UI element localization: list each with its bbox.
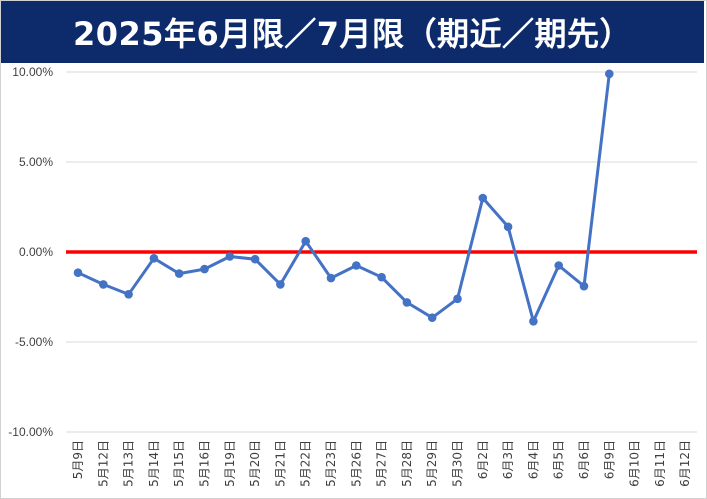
data-point: [503, 222, 513, 232]
data-point: [554, 261, 564, 270]
series-layer: [73, 69, 614, 326]
chart-title: 2025年6月限／7月限（期近／期先）: [72, 15, 633, 53]
x-tick-label: 6月9日: [602, 440, 616, 479]
data-point: [478, 193, 488, 203]
y-axis-tick-labels: 10.00% 5.00% 0.00% -5.00% -10.00%: [8, 65, 53, 439]
x-tick-label: 5月19日: [223, 440, 237, 487]
data-point: [174, 269, 184, 278]
x-tick-label: 5月23日: [324, 440, 338, 487]
x-tick-label: 5月22日: [299, 440, 313, 487]
data-point: [453, 294, 462, 304]
data-point: [99, 280, 108, 289]
data-point: [200, 264, 209, 274]
x-tick-label: 5月26日: [349, 440, 363, 487]
data-point: [225, 252, 235, 261]
data-point: [377, 272, 386, 282]
y-tick-label: -5.00%: [15, 335, 53, 349]
x-tick-label: 5月14日: [147, 440, 161, 487]
y-tick-label: 10.00%: [12, 65, 53, 79]
data-point: [124, 290, 133, 299]
data-point: [605, 69, 614, 79]
x-tick-label: 5月30日: [451, 440, 465, 487]
data-point: [427, 313, 437, 323]
x-tick-label: 5月27日: [375, 440, 389, 487]
y-tick-label: -10.00%: [8, 425, 53, 439]
x-tick-label: 5月29日: [425, 440, 439, 487]
x-tick-label: 6月2日: [476, 440, 490, 479]
x-tick-label: 5月16日: [198, 440, 212, 487]
x-tick-label: 5月9日: [71, 440, 85, 479]
x-tick-label: 6月11日: [653, 440, 667, 487]
y-tick-label: 5.00%: [19, 155, 53, 169]
title-bar: 2025年6月限／7月限（期近／期先）: [1, 1, 704, 63]
x-tick-label: 5月20日: [248, 440, 262, 487]
x-tick-label: 6月10日: [628, 440, 642, 487]
x-tick-label: 6月6日: [577, 440, 591, 479]
series-line: [76, 72, 611, 323]
x-tick-label: 6月12日: [678, 440, 692, 487]
x-tick-label: 5月15日: [172, 440, 186, 487]
x-tick-label: 5月28日: [400, 440, 414, 487]
x-tick-label: 6月5日: [552, 440, 566, 479]
x-tick-label: 6月4日: [526, 440, 540, 479]
y-tick-label: 0.00%: [19, 245, 53, 259]
data-point: [276, 280, 285, 289]
data-point: [149, 253, 159, 263]
x-tick-label: 5月21日: [273, 440, 287, 487]
data-point: [352, 261, 361, 270]
data-point: [326, 273, 336, 283]
data-point: [402, 298, 412, 307]
x-tick-label: 5月13日: [122, 440, 136, 487]
data-point: [250, 254, 260, 264]
data-point: [529, 317, 538, 326]
x-axis-tick-labels: 5月9日 5月12日 5月13日 5月14日 5月15日 5月16日 5月19日 5月20日 5…: [71, 440, 692, 487]
data-point: [301, 236, 311, 246]
x-tick-label: 6月3日: [501, 440, 515, 479]
data-point: [73, 268, 83, 278]
data-point: [579, 281, 589, 291]
x-tick-label: 5月12日: [96, 440, 110, 487]
